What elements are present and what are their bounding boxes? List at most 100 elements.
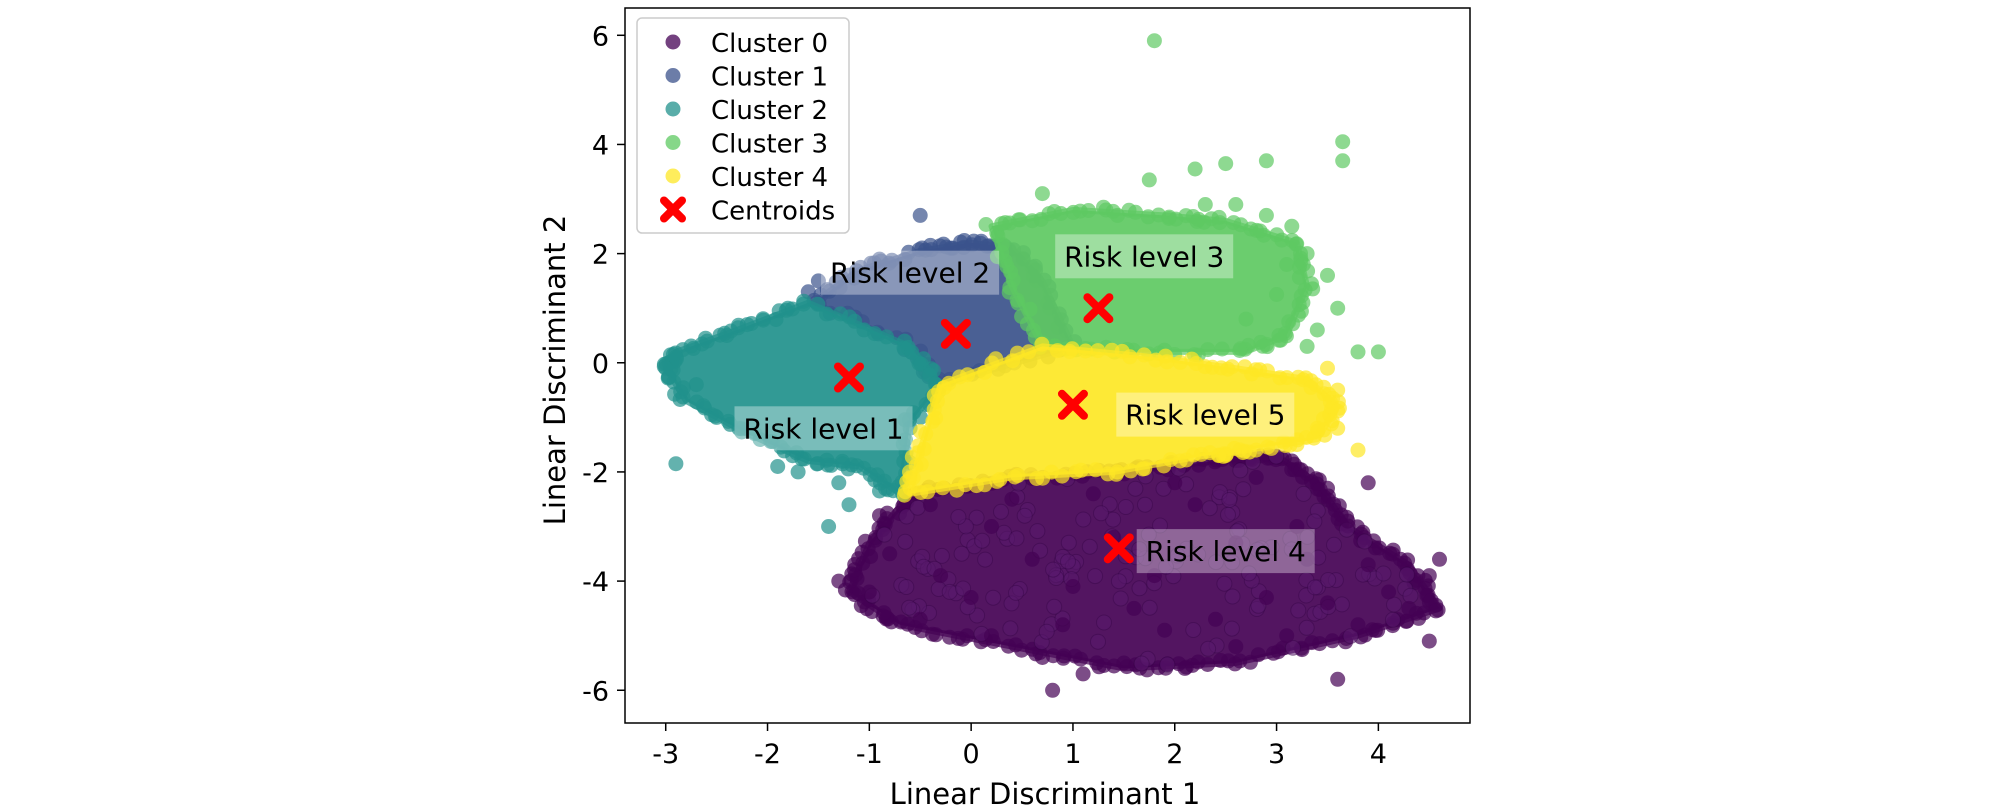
data-point bbox=[1260, 439, 1276, 455]
data-point bbox=[1320, 360, 1335, 376]
data-point bbox=[978, 217, 994, 232]
data-point bbox=[1167, 475, 1183, 491]
data-point bbox=[1127, 480, 1144, 497]
data-point bbox=[949, 482, 965, 498]
legend-item: Cluster 0 bbox=[665, 29, 828, 59]
data-point bbox=[1136, 347, 1152, 363]
series-cluster-4 bbox=[896, 336, 1366, 503]
data-point bbox=[1152, 517, 1168, 534]
data-point bbox=[1116, 655, 1132, 671]
data-point bbox=[996, 524, 1012, 541]
data-point bbox=[960, 367, 976, 383]
data-point bbox=[1140, 526, 1157, 543]
data-point bbox=[1008, 530, 1025, 547]
data-point bbox=[1050, 343, 1065, 359]
data-point bbox=[1279, 370, 1295, 386]
data-point bbox=[1146, 33, 1162, 49]
data-point bbox=[1068, 464, 1084, 480]
data-point bbox=[884, 252, 900, 268]
data-point bbox=[872, 483, 887, 499]
data-point bbox=[1158, 558, 1174, 575]
data-point bbox=[1307, 579, 1323, 596]
annotation-risk-level-1: Risk level 1 bbox=[734, 406, 913, 451]
data-point bbox=[658, 360, 674, 376]
data-point bbox=[1137, 496, 1153, 513]
data-point bbox=[1008, 584, 1024, 601]
data-point bbox=[1289, 519, 1305, 534]
data-point bbox=[1259, 363, 1275, 379]
data-point bbox=[1224, 554, 1241, 571]
data-point bbox=[1421, 568, 1437, 584]
data-point bbox=[1289, 437, 1305, 453]
data-point bbox=[882, 546, 898, 562]
data-point bbox=[1284, 639, 1301, 656]
data-point bbox=[1360, 475, 1376, 491]
data-point bbox=[1090, 633, 1106, 650]
data-point bbox=[1208, 611, 1223, 627]
data-point bbox=[810, 456, 826, 472]
y-tick-label: 0 bbox=[592, 349, 609, 380]
centroid-marker bbox=[940, 318, 971, 349]
annotation-risk-level-3: Risk level 3 bbox=[1055, 234, 1234, 279]
data-point bbox=[1002, 620, 1019, 637]
data-point bbox=[984, 628, 999, 644]
data-point bbox=[1105, 511, 1122, 528]
data-point bbox=[1269, 287, 1285, 302]
data-point bbox=[950, 509, 967, 525]
data-point bbox=[993, 503, 1009, 520]
data-point bbox=[941, 583, 958, 600]
data-point bbox=[1279, 628, 1295, 644]
data-point bbox=[1146, 568, 1162, 584]
data-point bbox=[912, 207, 928, 223]
data-point bbox=[810, 296, 826, 312]
plot-area bbox=[625, 8, 1470, 723]
data-point bbox=[841, 497, 857, 513]
data-point bbox=[1197, 197, 1213, 212]
data-point bbox=[910, 438, 926, 454]
data-point bbox=[1090, 343, 1106, 359]
axes-frame bbox=[624, 7, 1471, 724]
data-point bbox=[709, 409, 725, 425]
data-point bbox=[1411, 610, 1427, 626]
data-point bbox=[1306, 513, 1323, 530]
data-point bbox=[1096, 614, 1112, 631]
data-point bbox=[1038, 623, 1055, 640]
x-tick-label: 2 bbox=[1166, 739, 1183, 770]
data-point bbox=[1159, 656, 1176, 673]
data-point bbox=[1299, 528, 1316, 545]
data-point bbox=[963, 590, 979, 605]
data-point bbox=[1117, 499, 1134, 515]
data-point bbox=[821, 519, 837, 534]
data-point bbox=[720, 413, 736, 429]
data-point bbox=[1213, 653, 1228, 668]
data-point bbox=[1265, 645, 1281, 661]
data-point bbox=[719, 328, 735, 343]
data-point bbox=[770, 459, 786, 474]
data-point bbox=[1087, 568, 1104, 585]
data-point bbox=[1350, 617, 1366, 633]
legend-label: Cluster 3 bbox=[711, 130, 828, 160]
data-point bbox=[1022, 301, 1038, 317]
data-point bbox=[1235, 481, 1252, 498]
data-point bbox=[1299, 338, 1315, 354]
centroid-marker bbox=[833, 362, 864, 393]
y-tick-label: 4 bbox=[592, 131, 609, 162]
data-point bbox=[953, 545, 970, 562]
data-point bbox=[819, 306, 834, 322]
y-tick-label: 6 bbox=[592, 21, 609, 52]
data-point bbox=[1340, 513, 1356, 529]
data-point bbox=[1089, 655, 1105, 671]
data-point bbox=[1333, 596, 1350, 613]
x-tick-label: 4 bbox=[1370, 739, 1387, 770]
data-point bbox=[1081, 203, 1096, 218]
series-cluster-2 bbox=[656, 293, 947, 534]
data-point bbox=[1126, 600, 1142, 616]
data-point bbox=[1279, 257, 1295, 272]
data-point bbox=[810, 273, 826, 289]
x-axis-label: Linear Discriminant 1 bbox=[890, 777, 1201, 811]
data-point bbox=[1350, 442, 1366, 458]
data-point bbox=[1212, 215, 1228, 231]
data-point bbox=[1034, 186, 1050, 202]
data-point bbox=[1029, 471, 1045, 486]
